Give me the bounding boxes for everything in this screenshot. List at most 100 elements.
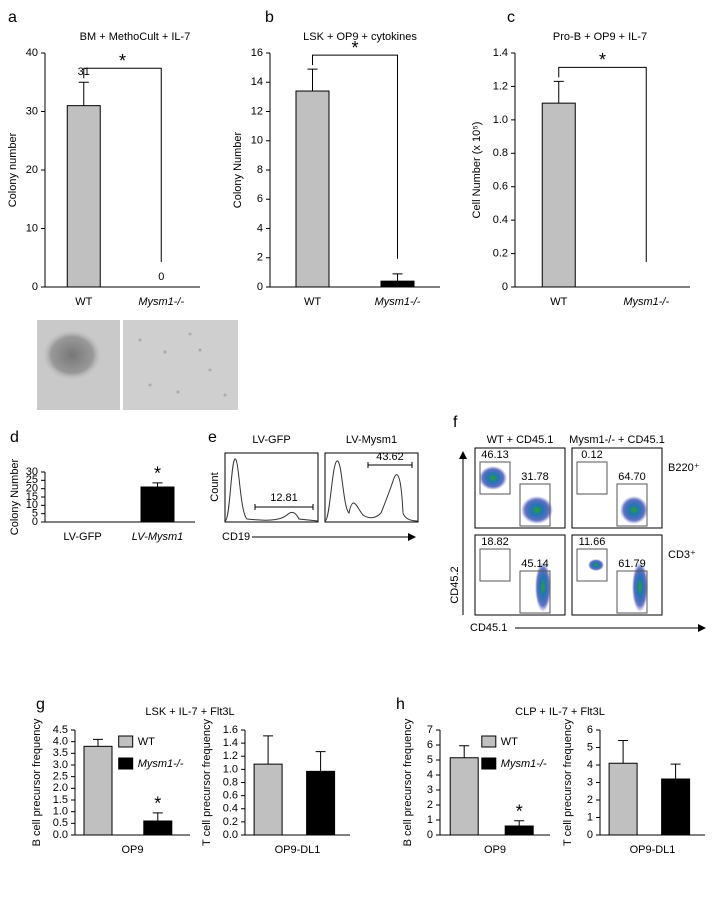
panel-label: b	[265, 9, 274, 26]
legend-label: WT	[138, 736, 155, 748]
plot-frame	[224, 452, 319, 523]
bar	[253, 763, 283, 836]
gate	[367, 462, 413, 468]
bar	[504, 825, 534, 836]
gate	[519, 483, 551, 527]
bar	[295, 90, 330, 288]
y-tick-label: 5	[32, 508, 38, 520]
significance: *	[154, 794, 161, 814]
cell-cloud	[620, 496, 648, 524]
micrograph-ko	[123, 320, 238, 410]
x-tick-label: WT	[304, 296, 321, 308]
significance: *	[351, 38, 358, 58]
x-tick-label: LV-GFP	[63, 531, 101, 543]
cell-cloud	[588, 559, 604, 571]
plot-title: LV-GFP	[252, 434, 290, 446]
bar	[608, 762, 638, 836]
gate-value: 31.78	[521, 471, 549, 483]
chart-title: LSK + IL-7 + Flt3L	[145, 706, 234, 718]
panel-label: f	[453, 414, 458, 431]
gate	[616, 570, 648, 614]
y-tick-label: 0	[32, 281, 38, 293]
chart-title: BM + MethoCult + IL-7	[80, 31, 191, 43]
error-bar	[618, 740, 629, 764]
y-tick-label: 0.2	[493, 247, 508, 259]
y-tick-label: 3	[427, 784, 433, 796]
significance: *	[599, 50, 606, 70]
y-tick-label: 2.5	[53, 771, 68, 783]
y-tick-label: 16	[251, 47, 263, 59]
gate	[616, 483, 648, 527]
error-bar	[78, 81, 89, 106]
gate	[519, 570, 551, 614]
cell-cloud	[521, 496, 553, 524]
plot-frame	[324, 452, 419, 523]
y-tick-label: 40	[26, 47, 38, 59]
error-bar	[514, 820, 525, 826]
x-tick-label: Mysm1-/-	[138, 296, 184, 308]
x-axis-label: CD19	[222, 531, 250, 543]
panel-label: e	[208, 429, 217, 446]
y-tick-label: 1.2	[223, 750, 238, 762]
gate	[576, 548, 608, 582]
y-tick-label: 0.8	[223, 776, 238, 788]
panel-label: h	[396, 696, 405, 713]
y-tick-label: 2	[587, 794, 593, 806]
y-tick-label: 3.0	[53, 759, 68, 771]
gate-value: 61.79	[618, 558, 646, 570]
y-tick-label: 14	[251, 76, 263, 88]
y-tick-label: 1.0	[53, 806, 68, 818]
cell-cloud	[632, 562, 648, 612]
y-axis-label: B cell precursor frequency	[402, 718, 414, 846]
cell-cloud	[535, 562, 551, 612]
y-tick-label: 12	[251, 105, 263, 117]
histogram	[224, 458, 319, 522]
y-axis-label: Colony number	[7, 132, 19, 207]
y-tick-label: 0	[32, 516, 38, 528]
y-tick-label: 10	[251, 135, 263, 147]
y-tick-label: 10	[26, 222, 38, 234]
y-tick-label: 0.6	[223, 790, 238, 802]
y-tick-label: 2	[257, 252, 263, 264]
y-tick-label: 1.0	[493, 114, 508, 126]
bar	[380, 280, 415, 288]
y-tick-label: 1	[427, 814, 433, 826]
legend-swatch	[481, 735, 497, 748]
y-tick-label: 1.6	[223, 724, 238, 736]
y-tick-label: 15	[26, 491, 38, 503]
y-tick-label: 3	[587, 776, 593, 788]
gate-value: 64.70	[618, 471, 646, 483]
y-tick-label: 6	[587, 724, 593, 736]
micrographs	[37, 320, 238, 410]
y-tick-label: 10	[26, 499, 38, 511]
x-tick-label: OP9	[484, 844, 506, 856]
significance: *	[119, 51, 126, 71]
bar	[541, 102, 576, 288]
x-tick-label: Mysm1-/-	[375, 296, 421, 308]
y-tick-label: 4.5	[53, 724, 68, 736]
panel-label: c	[507, 9, 515, 26]
gate	[576, 461, 608, 495]
error-bar	[459, 745, 470, 758]
x-tick-label: OP9	[121, 844, 143, 856]
y-tick-label: 4	[427, 769, 433, 781]
significance: *	[154, 464, 161, 484]
panel-label: d	[10, 429, 19, 446]
y-tick-label: 20	[26, 483, 38, 495]
panel-label: g	[36, 696, 45, 713]
x-tick-label: OP9-DL1	[275, 844, 321, 856]
y-tick-label: 20	[26, 164, 38, 176]
y-tick-label: 1.0	[223, 763, 238, 775]
y-tick-label: 0.2	[223, 816, 238, 828]
bar	[661, 778, 691, 836]
y-tick-label: 4	[587, 759, 593, 771]
y-tick-label: 6	[257, 193, 263, 205]
chart-title: CLP + IL-7 + Flt3L	[515, 706, 605, 718]
gate	[479, 461, 511, 495]
y-tick-label: 4	[257, 222, 263, 234]
significance-bracket	[312, 54, 398, 259]
legend-label: Mysm1-/-	[138, 758, 184, 770]
y-tick-label: 2	[427, 799, 433, 811]
y-tick-label: 0.0	[223, 829, 238, 841]
